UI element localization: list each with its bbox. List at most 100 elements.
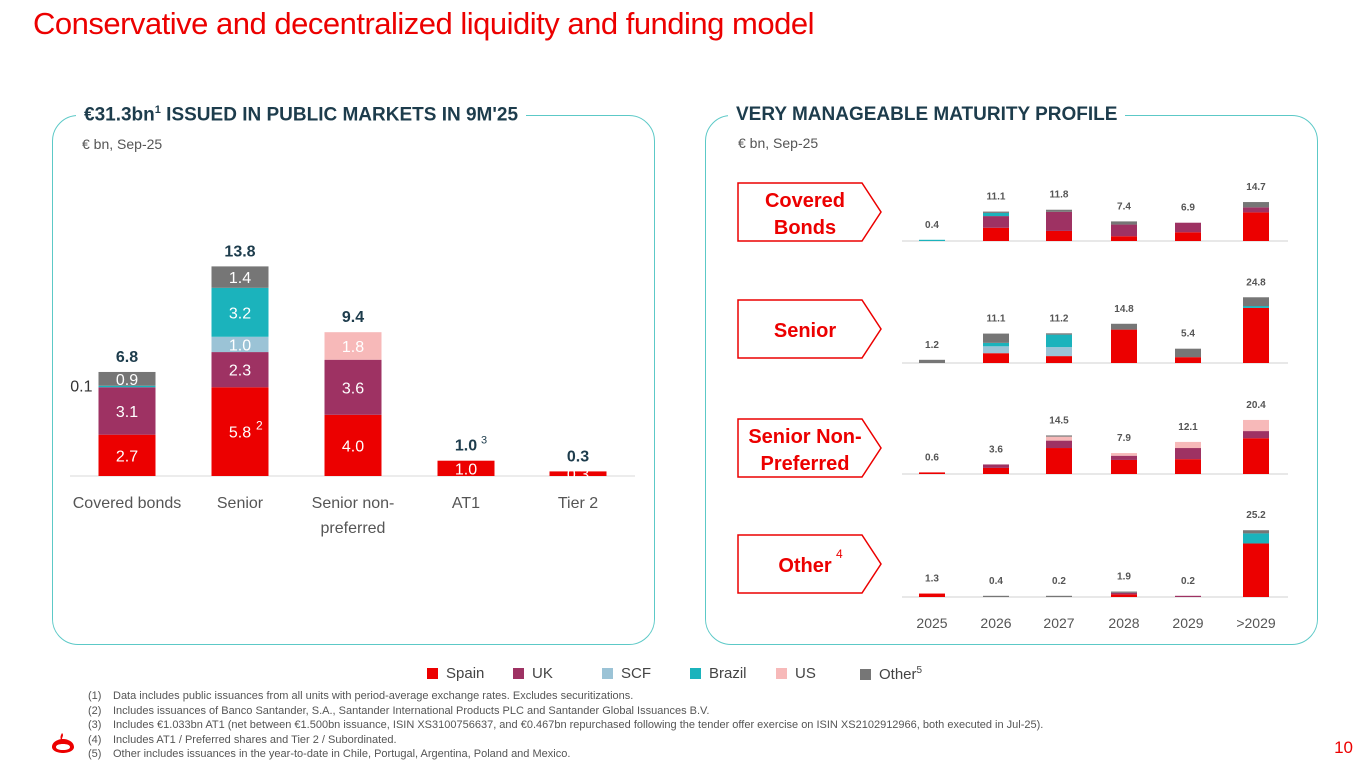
bar-value-label: 2.3: [229, 363, 251, 380]
legend-brazil: Brazil: [690, 665, 747, 682]
bar-segment-brazil: [983, 212, 1009, 217]
category-label: 2026: [980, 615, 1011, 631]
bar-segment-spain: [1111, 459, 1137, 474]
bar-segment-other: [983, 333, 1009, 343]
row-label-box: [737, 534, 882, 594]
footnote-number: (5): [88, 748, 102, 761]
category-label: 2029: [1172, 615, 1203, 631]
legend-footnote: 5: [916, 665, 923, 676]
bar-segment-other: [211, 266, 269, 288]
bar-total-label: 11.1: [987, 314, 1006, 325]
footnote-text: Includes issuances of Banco Santander, S…: [113, 704, 710, 717]
bar-segment-scf: [983, 346, 1009, 354]
bar-total-label: 1.9: [1117, 572, 1131, 583]
bar-segment-us: [1243, 419, 1269, 432]
category-label: preferred: [321, 520, 386, 537]
bar-segment-spain: [437, 460, 495, 476]
bar-segment-spain: [1046, 230, 1072, 241]
bar-segment-uk: [98, 387, 156, 435]
category-label: Senior non-: [312, 495, 395, 512]
bar-segment-brazil: [1243, 306, 1269, 308]
bar-segment-other: [1046, 209, 1072, 212]
legend-label: SCF: [621, 665, 651, 682]
bar-segment-spain: [549, 471, 607, 476]
bar-total-label: 14.7: [1246, 182, 1266, 193]
bar-total-label: 11.2: [1050, 313, 1069, 324]
footnote: (1) Data includes public issuances from a…: [88, 689, 1043, 704]
footnote: (2) Includes issuances of Banco Santander…: [88, 704, 1043, 719]
bar-segment-uk: [1111, 455, 1137, 460]
footnote: (5) Other includes issuances in the year-…: [88, 747, 1043, 762]
bar-total-label: 0.4: [989, 576, 1003, 587]
maturity-chart: Covered Bonds 0.4 11.1 11.8 7.4 6.9 14.7 Senior 1…: [737, 182, 1288, 631]
bar-segment-us: [1111, 453, 1137, 456]
bar-segment-spain: [1046, 356, 1072, 363]
bar-total-label: 5.4: [1181, 329, 1195, 340]
bar-segment-spain: [919, 472, 945, 474]
bar-segment-uk: [983, 464, 1009, 468]
footnote-marker: 3: [481, 435, 487, 447]
bar-total-label: 7.9: [1117, 433, 1131, 444]
legend-swatch: [513, 668, 524, 679]
bar-segment-spain: [1243, 212, 1269, 241]
bar-segment-spain: [1243, 543, 1269, 597]
legend-us: US: [776, 665, 816, 682]
bar-segment-spain: [1175, 459, 1201, 474]
bar-total-label: 12.1: [1178, 422, 1198, 433]
bar-total-label: 1.3: [925, 574, 939, 585]
bar-value-label: 0.9: [116, 372, 138, 389]
legend-swatch: [776, 668, 787, 679]
category-label: AT1: [452, 495, 480, 512]
bar-total-label: 3.6: [989, 444, 1003, 455]
bar-segment-uk: [1175, 222, 1201, 233]
footnote-text: Other includes issuances in the year-to-…: [113, 748, 571, 761]
legend-label: US: [795, 665, 816, 682]
bar-segment-other: [1175, 348, 1201, 358]
legend-other: Other5: [860, 665, 922, 683]
bar-value-label: 4.0: [342, 438, 364, 455]
legend-swatch: [427, 668, 438, 679]
bar-value-label: 2.7: [116, 448, 138, 465]
bar-total-label: 7.4: [1117, 201, 1131, 212]
bar-segment-brazil: [211, 287, 269, 337]
bar-segment-uk: [1046, 211, 1072, 231]
row-label-text: Bonds: [774, 217, 836, 239]
footnote: (3) Includes €1.033bn AT1 (net between €1…: [88, 718, 1043, 733]
maturity-panel-title: VERY MANAGEABLE MATURITY PROFILE: [728, 104, 1126, 126]
bar-segment-us: [1175, 441, 1201, 449]
bar-segment-other: [1243, 530, 1269, 534]
issuance-chart: 2.7 3.1 0.1 0.9 6.8 Covered bonds 5.8 2 2.3 1.0 3.…: [70, 243, 635, 537]
row-label-text: Senior: [774, 320, 836, 342]
bar-segment-spain: [1046, 448, 1072, 474]
bar-total-label: 0.2: [1052, 576, 1066, 587]
issuance-title-text: ISSUED IN PUBLIC MARKETS IN 9M'25: [160, 104, 519, 126]
bar-segment-other: [1111, 221, 1137, 225]
bar-value-label: 1.0: [229, 337, 251, 354]
footnote-number: (1): [88, 690, 102, 702]
bar-segment-other: [1046, 435, 1072, 437]
bar-value-label: 1.4: [229, 270, 251, 287]
footnotes: (1) Data includes public issuances from a…: [88, 689, 1043, 762]
bar-total-label: 25.2: [1246, 510, 1266, 521]
bar-segment-uk: [1243, 207, 1269, 213]
bar-value-label: 3.2: [229, 305, 251, 322]
footnote-text: Includes AT1 / Preferred shares and Tier…: [113, 733, 397, 746]
bar-total-label: 0.3: [567, 448, 589, 465]
legend-label: UK: [532, 665, 553, 682]
bar-total-label: 1.2: [925, 340, 939, 351]
footnote-marker: 2: [256, 419, 263, 433]
legend-uk: UK: [513, 665, 553, 682]
bar-total-label: 14.8: [1114, 304, 1134, 315]
bar-segment-brazil: [919, 239, 945, 241]
bar-value-label: 3.6: [342, 380, 364, 397]
bar-total-label: 20.4: [1246, 400, 1266, 411]
bar-segment-uk: [211, 352, 269, 388]
bar-segment-other: [983, 211, 1009, 213]
bar-total-label: 0.2: [1181, 576, 1195, 587]
row-label-box: [737, 299, 882, 359]
legend-spain: Spain: [427, 665, 484, 682]
bar-value-label: 1.0: [455, 461, 477, 478]
bar-segment-spain: [1243, 307, 1269, 363]
bar-segment-other: [919, 359, 945, 363]
page-title: Conservative and decentralized liquidity…: [33, 6, 814, 41]
